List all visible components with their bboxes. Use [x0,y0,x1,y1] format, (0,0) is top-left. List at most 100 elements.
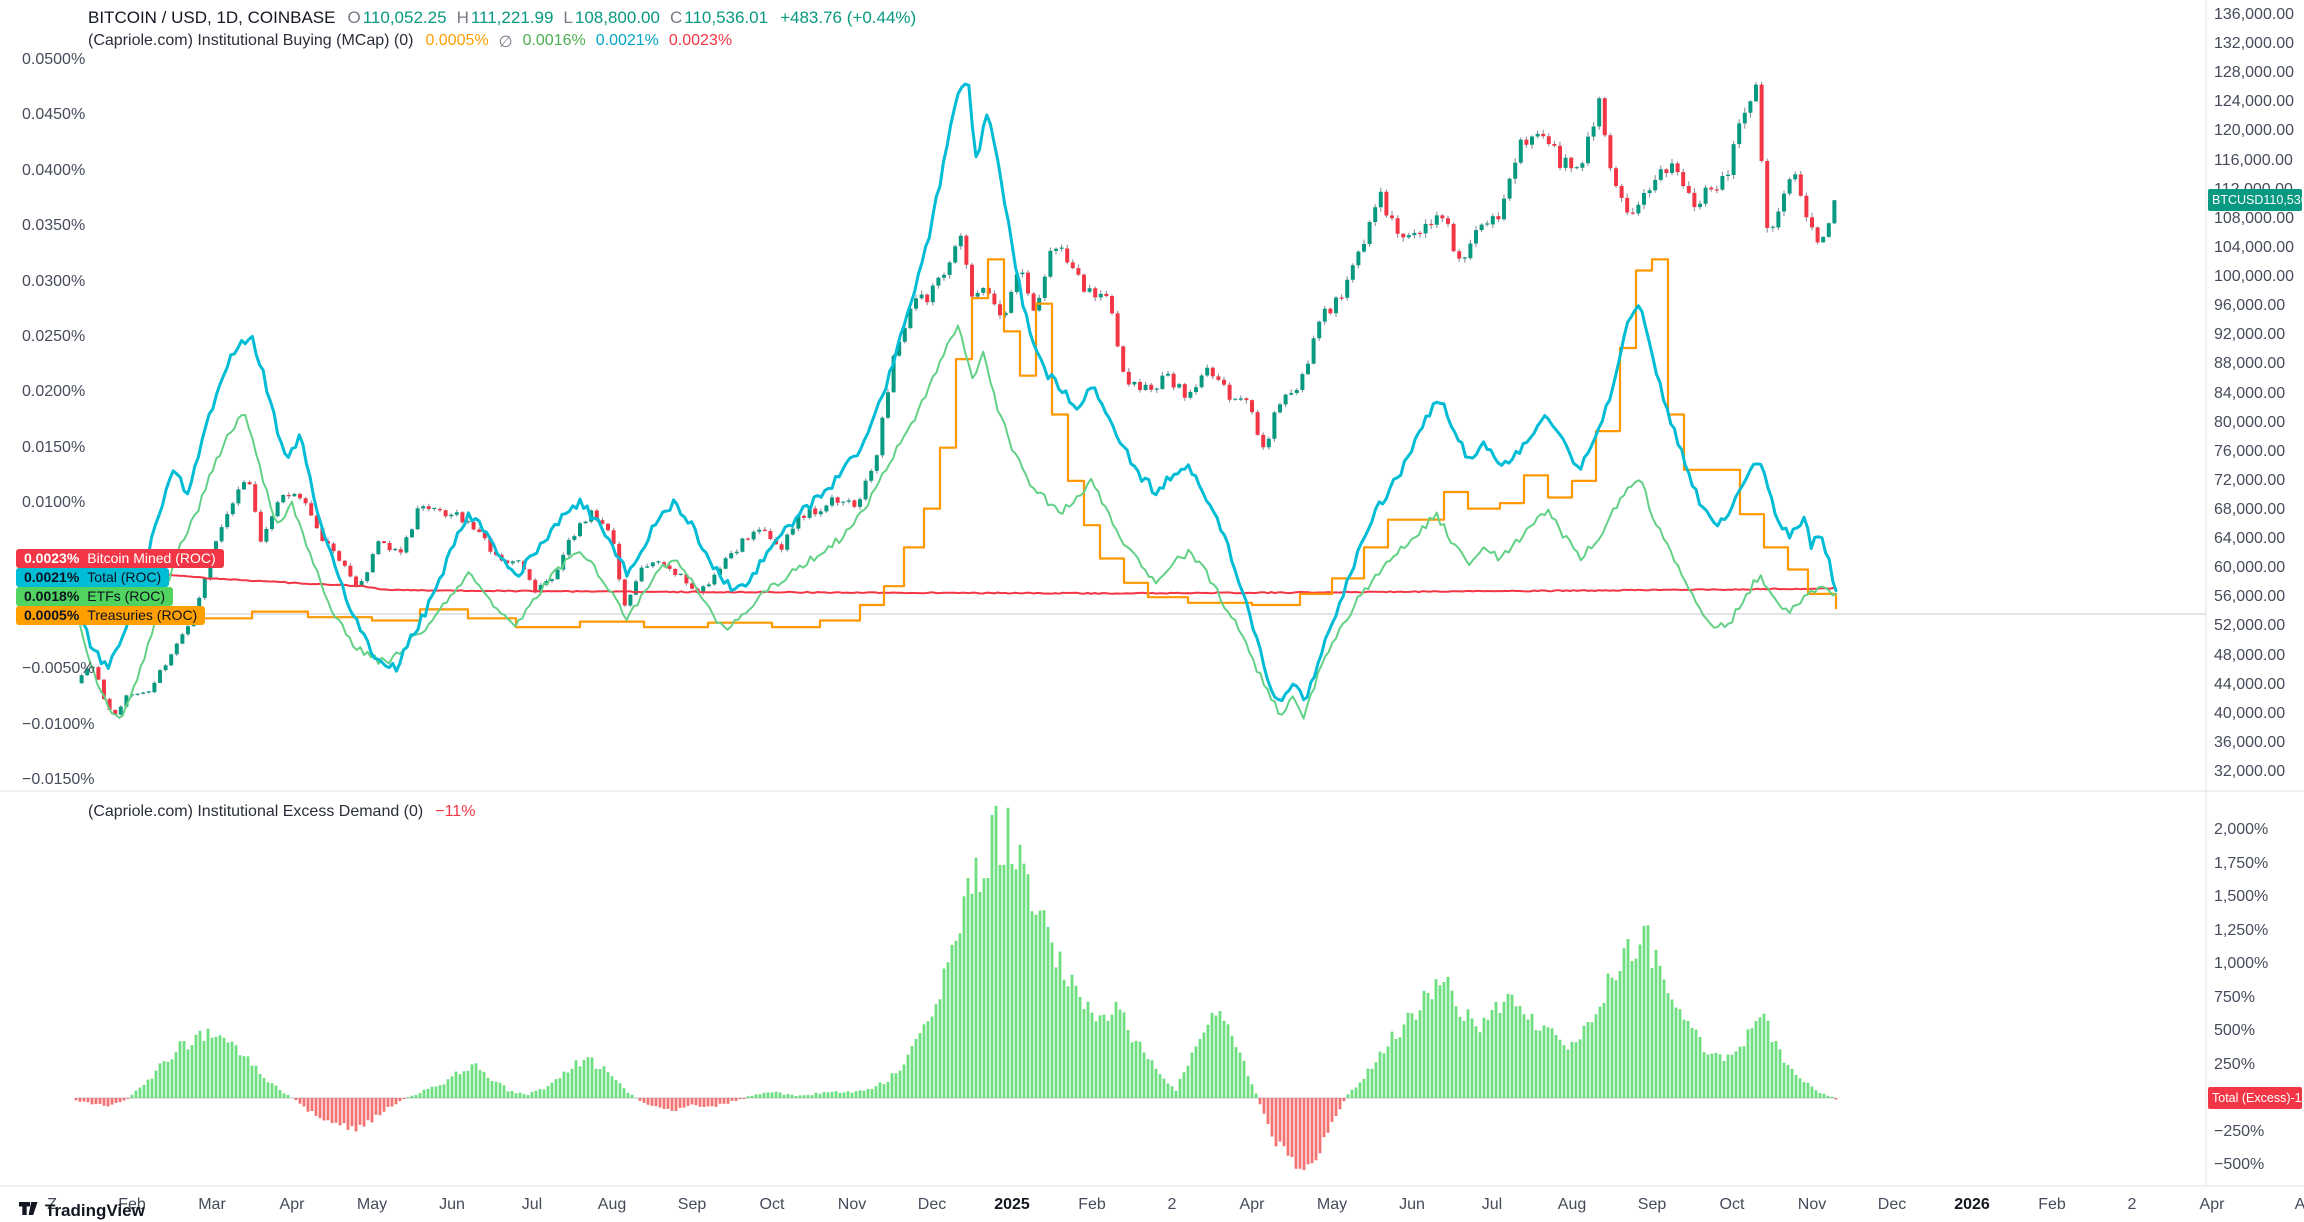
right-axis-tick: 68,000.00 [2214,500,2286,518]
left-axis-tick: 0.0250% [22,327,86,345]
lower-indicator-title[interactable]: (Capriole.com) Institutional Excess Dema… [88,803,424,820]
indicator-title[interactable]: (Capriole.com) Institutional Buying (MCa… [88,32,414,49]
time-axis-label: Oct [1719,1196,1745,1213]
lower-right-axis-tick: 1,250% [2214,921,2269,939]
right-axis-tick: 136,000.00 [2214,6,2295,23]
indicator-row: (Capriole.com) Institutional Buying (MCa… [88,32,916,56]
last-price-symbol: BTCUSD [2212,193,2264,207]
tradingview-logo[interactable]: TradingView [18,1198,145,1222]
right-axis-tick: 124,000.00 [2214,93,2295,111]
series-pill: 0.0005% Treasuries (ROC) [16,606,206,625]
left-percent-scale[interactable]: 0.0500% 0.0450% 0.0400% 0.0350% 0.0300% 0.025… [0,0,95,1186]
line-bitcoin-mined-roc [75,566,1837,595]
time-axis-label: Dec [1877,1196,1907,1213]
excess-demand-negative-bars [74,1098,1838,1171]
lower-right-axis-tick: −250% [2214,1122,2265,1140]
time-axis-label: 2 [1167,1196,1177,1213]
series-pill-name: ETFs (ROC) [87,588,166,604]
ohlc-values: O 110,052.25 H 111,221.99 L 108,800.00 C 110,53… [348,8,769,28]
right-axis-tick: 88,000.00 [2214,355,2286,373]
series-pill-value: 0.0005% [24,607,80,623]
lower-indicator-row: (Capriole.com) Institutional Excess Dema… [88,803,475,821]
series-pill: 0.0021% Total (ROC) [16,568,170,587]
lower-right-axis-tick: 500% [2214,1022,2255,1039]
line-total-roc [74,82,1838,702]
lower-right-axis-tick: −500% [2214,1156,2265,1173]
time-axis-label: Feb [1078,1196,1106,1213]
ohlc-item: L 108,800.00 [563,8,660,27]
right-axis-tick: 104,000.00 [2214,238,2295,256]
lower-right-axis-tick: 1,750% [2214,854,2269,872]
right-price-scale[interactable]: 136,000.00 132,000.00 128,000.00 124,000.00… [2206,0,2304,1186]
time-axis-label: Jun [1399,1196,1425,1213]
time-axis-label: Mar [198,1196,226,1213]
time-axis-label: Oct [759,1196,785,1213]
right-axis-tick: 76,000.00 [2214,442,2286,460]
time-axis-label: Aug [1557,1196,1587,1213]
left-axis-tick: 0.0450% [22,106,86,124]
series-pill-value: 0.0023% [24,550,80,566]
indicator-value: 0.0021% [595,32,659,49]
time-axis-label: Apr [279,1196,305,1213]
left-axis-tick: 0.0150% [22,438,86,456]
time-axis-label: A [2294,1196,2304,1213]
time-axis-label: Jun [439,1196,465,1213]
indicator-value: 0.0023% [668,32,733,49]
lower-right-percent-scale[interactable]: 2,000% 1,750% 1,500% 1,250% 1,000% 750% 500% 25… [2206,0,2304,1186]
tradingview-logo-icon [18,1198,39,1222]
time-axis-label: Feb [2038,1196,2066,1213]
time-axis-label: Z [47,1196,57,1213]
right-axis-tick: 128,000.00 [2214,64,2295,82]
left-axis-tick: 0.0300% [22,272,86,290]
series-pill: 0.0023% Bitcoin Mined (ROC) [16,549,224,568]
right-axis-tick: 116,000.00 [2214,151,2293,169]
indicator-value: 0.0016% [522,32,586,49]
time-axis-label: Aug [597,1196,627,1213]
right-axis-tick: 56,000.00 [2214,588,2286,606]
ohlc-item: H 111,221.99 [456,8,554,27]
time-axis-label: Sep [1637,1196,1667,1213]
left-axis-tick: −0.0050% [22,660,95,678]
right-axis-tick: 80,000.00 [2214,413,2286,431]
lower-right-axis-tick: 750% [2214,988,2255,1006]
time-axis-label: Jul [1481,1196,1503,1213]
right-axis-tick: 100,000.00 [2214,268,2295,286]
time-axis-label: May [356,1196,388,1213]
lower-right-axis-tick: 250% [2214,1055,2255,1073]
tradingview-logo-text: TradingView [45,1201,145,1220]
symbol-title[interactable]: BITCOIN / USD, 1D, COINBASE [88,8,336,27]
time-axis-label: Nov [1797,1196,1827,1213]
right-axis-tick: 84,000.00 [2214,384,2286,402]
time-axis-label: Jul [521,1196,543,1213]
line-treasuries-roc [74,258,1838,629]
indicator-values: 0.0005% ∅ 0.0016% 0.0021% 0.0023% [425,32,732,52]
excess-demand-positive-bars [130,805,1834,1098]
right-axis-tick: 108,000.00 [2214,209,2295,227]
time-scale[interactable]: Z Feb Mar Apr May Jun Jul Aug Sep Oct Nov Dec 2025 Fe… [0,1192,2304,1216]
time-axis-label: Apr [1239,1196,1265,1213]
line-etfs-roc [75,324,1837,720]
chart-legend: BITCOIN / USD, 1D, COINBASE O 110,052.25 H… [88,8,916,56]
right-axis-tick: 92,000.00 [2214,326,2286,344]
excess-value-label: Total (Excess) -11% [2208,1087,2304,1109]
left-axis-tick: 0.0500% [22,51,86,68]
right-axis-tick: 36,000.00 [2214,733,2286,751]
time-axis-label: Apr [2199,1196,2225,1213]
lower-right-axis-tick: 1,500% [2214,888,2269,905]
indicator-value: ∅ [498,34,513,51]
excess-label-text: Total (Excess) [2212,1091,2291,1105]
series-pill-name: Treasuries (ROC) [87,607,198,623]
right-axis-tick: 72,000.00 [2214,471,2286,489]
series-pill-value: 0.0021% [24,569,80,585]
time-axis-label: 2025 [994,1196,1030,1213]
last-price-label: BTCUSD 110,536.01 [2208,189,2304,211]
left-axis-tick: −0.0100% [22,715,95,733]
right-axis-tick: 48,000.00 [2214,646,2286,664]
series-pill-name: Bitcoin Mined (ROC) [87,550,216,566]
right-axis-tick: 52,000.00 [2214,617,2286,635]
time-axis-label: Dec [917,1196,947,1213]
indicator-value: 0.0005% [425,32,489,49]
change-value: +483.76 (+0.44%) [780,8,917,27]
